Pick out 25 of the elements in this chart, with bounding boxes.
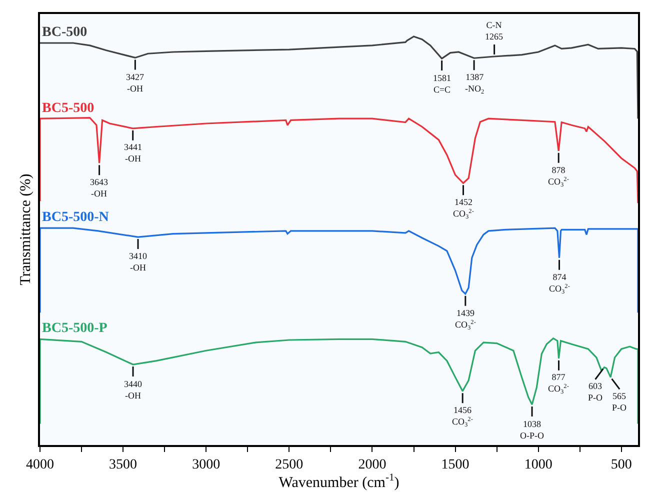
x-tick-label: 2500: [275, 458, 304, 473]
series-label: BC5-500: [42, 101, 94, 116]
x-tick-label: 3000: [192, 458, 220, 473]
x-axis-title: Wavenumber (cm$^{-1}$): [278, 472, 400, 491]
series-label: BC5-500-N: [42, 210, 109, 225]
annotation: 565 P-O: [612, 391, 627, 413]
x-tick-label: 3500: [109, 458, 138, 473]
annotation: C-N 1265: [485, 20, 504, 42]
annotation: 1038 O-P-O: [520, 419, 544, 441]
annotation: 3441 -OH: [124, 142, 142, 164]
x-tick-label: 4000: [26, 458, 54, 473]
annotation: 3410 -OH: [129, 251, 148, 273]
annotation: 1581 C=C: [433, 73, 451, 95]
annotation: 3440 -OH: [124, 379, 142, 401]
y-axis-title: Transmittance (%): [18, 174, 34, 286]
annotation: 3427 -OH: [126, 72, 144, 94]
x-tick-label: 2000: [358, 458, 386, 473]
series-label: BC-500: [42, 25, 88, 40]
x-tick-label: 500: [610, 458, 632, 473]
x-tick-label: 1500: [441, 458, 470, 473]
annotation: 603 P-O: [588, 381, 603, 403]
x-tick-label: 1000: [524, 458, 552, 473]
annotation: 3643 -OH: [90, 177, 108, 199]
series-label: BC5-500-P: [42, 321, 108, 336]
annotation: 1387 -NO$_{2}$: [465, 72, 484, 96]
